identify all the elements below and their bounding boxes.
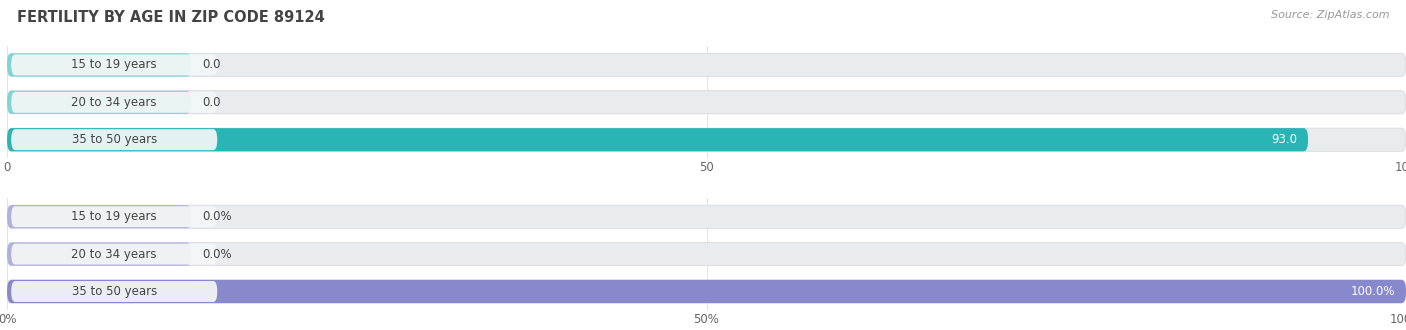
FancyBboxPatch shape [7, 91, 191, 114]
Text: 15 to 19 years: 15 to 19 years [72, 210, 157, 223]
Text: 0.0%: 0.0% [202, 248, 232, 261]
FancyBboxPatch shape [7, 243, 1406, 266]
FancyBboxPatch shape [7, 243, 191, 266]
FancyBboxPatch shape [11, 206, 217, 227]
FancyBboxPatch shape [11, 244, 217, 265]
Text: 15 to 19 years: 15 to 19 years [72, 58, 157, 71]
Text: FERTILITY BY AGE IN ZIP CODE 89124: FERTILITY BY AGE IN ZIP CODE 89124 [17, 10, 325, 25]
FancyBboxPatch shape [7, 91, 1406, 114]
FancyBboxPatch shape [11, 281, 217, 302]
Text: 0.0: 0.0 [202, 58, 221, 71]
Text: 100.0%: 100.0% [1350, 285, 1395, 298]
FancyBboxPatch shape [11, 54, 217, 75]
FancyBboxPatch shape [7, 53, 191, 77]
Text: 35 to 50 years: 35 to 50 years [72, 133, 157, 146]
Text: 93.0: 93.0 [1271, 133, 1296, 146]
FancyBboxPatch shape [7, 128, 1308, 151]
FancyBboxPatch shape [11, 129, 217, 150]
Text: 20 to 34 years: 20 to 34 years [72, 248, 157, 261]
FancyBboxPatch shape [7, 128, 1406, 151]
Text: 35 to 50 years: 35 to 50 years [72, 285, 157, 298]
FancyBboxPatch shape [7, 280, 1406, 303]
FancyBboxPatch shape [7, 205, 1406, 228]
FancyBboxPatch shape [7, 280, 1406, 303]
Text: 0.0: 0.0 [202, 96, 221, 109]
Text: 20 to 34 years: 20 to 34 years [72, 96, 157, 109]
FancyBboxPatch shape [7, 53, 1406, 77]
FancyBboxPatch shape [7, 205, 191, 228]
FancyBboxPatch shape [11, 92, 217, 113]
Text: 0.0%: 0.0% [202, 210, 232, 223]
Text: Source: ZipAtlas.com: Source: ZipAtlas.com [1271, 10, 1389, 20]
